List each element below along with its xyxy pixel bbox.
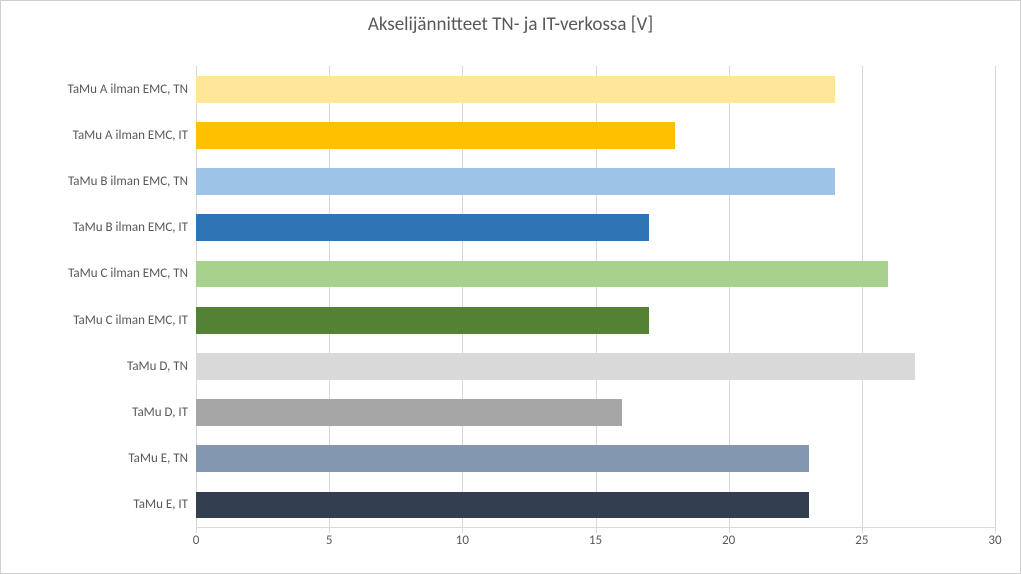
bar-slot bbox=[196, 297, 995, 343]
x-tick-label: 5 bbox=[326, 533, 333, 548]
y-axis-label: TaMu A ilman EMC, TN bbox=[1, 66, 196, 112]
bar bbox=[196, 492, 809, 519]
bar bbox=[196, 307, 649, 334]
bar bbox=[196, 399, 622, 426]
plot-wrapper: TaMu A ilman EMC, TNTaMu A ilman EMC, IT… bbox=[1, 51, 1020, 573]
y-axis-label: TaMu A ilman EMC, IT bbox=[1, 112, 196, 158]
y-axis-label: TaMu C ilman EMC, TN bbox=[1, 251, 196, 297]
y-axis-label: TaMu C ilman EMC, IT bbox=[1, 297, 196, 343]
x-tick-label: 20 bbox=[722, 533, 735, 548]
bar-slot bbox=[196, 66, 995, 112]
bar bbox=[196, 76, 835, 103]
x-tick-label: 30 bbox=[988, 533, 1001, 548]
bar-slot bbox=[196, 436, 995, 482]
bar-slot bbox=[196, 158, 995, 204]
y-axis-label: TaMu B ilman EMC, IT bbox=[1, 205, 196, 251]
y-axis-label: TaMu E, TN bbox=[1, 436, 196, 482]
y-axis-label: TaMu B ilman EMC, TN bbox=[1, 158, 196, 204]
bar bbox=[196, 122, 675, 149]
bar-slot bbox=[196, 251, 995, 297]
bars bbox=[196, 66, 995, 528]
bar bbox=[196, 353, 915, 380]
y-axis-label: TaMu D, IT bbox=[1, 389, 196, 435]
bar bbox=[196, 168, 835, 195]
bar bbox=[196, 214, 649, 241]
chart-container: Akselijännitteet TN- ja IT-verkossa [V] … bbox=[0, 0, 1021, 574]
bar-slot bbox=[196, 205, 995, 251]
bar-slot bbox=[196, 343, 995, 389]
x-axis-ticks: 051015202530 bbox=[196, 533, 995, 558]
y-axis-label: TaMu D, TN bbox=[1, 343, 196, 389]
bar-slot bbox=[196, 482, 995, 528]
x-tick-label: 25 bbox=[855, 533, 868, 548]
x-tick-label: 15 bbox=[589, 533, 602, 548]
y-axis-labels: TaMu A ilman EMC, TNTaMu A ilman EMC, IT… bbox=[1, 66, 196, 528]
chart-title: Akselijännitteet TN- ja IT-verkossa [V] bbox=[1, 1, 1020, 51]
bar-slot bbox=[196, 389, 995, 435]
bar-slot bbox=[196, 112, 995, 158]
gridline bbox=[995, 66, 996, 528]
x-tick-label: 10 bbox=[456, 533, 469, 548]
bar bbox=[196, 261, 888, 288]
bar bbox=[196, 445, 809, 472]
y-axis-label: TaMu E, IT bbox=[1, 482, 196, 528]
x-tick-label: 0 bbox=[193, 533, 200, 548]
plot-area bbox=[196, 66, 995, 528]
